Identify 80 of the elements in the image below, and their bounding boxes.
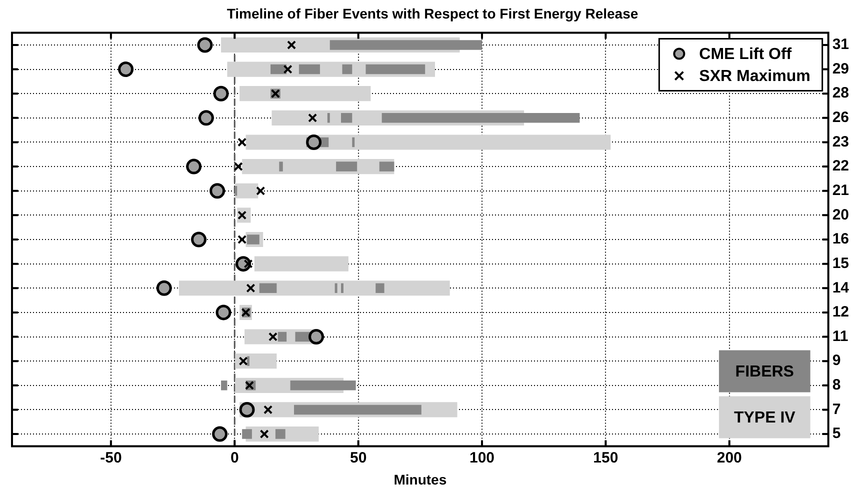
bar	[246, 134, 611, 150]
legend-label: SXR Maximum	[699, 68, 810, 86]
bar	[334, 283, 338, 293]
y-tick-label: 9	[832, 352, 841, 370]
point	[286, 40, 296, 50]
bar	[278, 332, 287, 342]
bar	[254, 256, 348, 272]
bar	[379, 162, 394, 172]
point	[283, 64, 292, 74]
bar	[327, 113, 330, 123]
point	[118, 62, 134, 78]
y-tick-label: 14	[832, 279, 850, 296]
point	[191, 232, 207, 248]
legend-label: CME Lift Off	[699, 46, 792, 64]
bar	[341, 113, 352, 123]
y-tick-label: 20	[832, 206, 850, 224]
y-tick-label: 16	[832, 230, 850, 248]
bar	[221, 380, 228, 390]
point	[239, 402, 255, 418]
bar	[235, 183, 258, 198]
y-tick-label: 28	[832, 84, 850, 102]
bar	[290, 380, 356, 390]
x-tick-label: 150	[593, 449, 618, 466]
point	[308, 329, 324, 345]
y-tick-label: 22	[832, 158, 850, 175]
point	[256, 186, 266, 196]
x-tick-label: 200	[716, 449, 742, 466]
bar	[330, 40, 482, 50]
point	[263, 405, 273, 414]
point	[198, 110, 214, 126]
point	[210, 183, 226, 199]
bar	[178, 280, 450, 296]
point	[197, 37, 213, 53]
bar	[342, 64, 352, 74]
y-tick-label: 7	[832, 400, 841, 418]
point	[260, 430, 269, 439]
point	[238, 356, 248, 366]
y-tick-label: 11	[832, 328, 848, 345]
bar	[352, 137, 355, 148]
point	[268, 332, 278, 342]
y-tick-label: 21	[832, 182, 850, 200]
y-tick-label: 29	[832, 60, 850, 78]
bar	[259, 283, 277, 293]
text: FIBERS	[735, 364, 794, 381]
point	[246, 284, 256, 293]
bar	[247, 234, 260, 244]
chart-title: Timeline of Fiber Events with Respect to First Energy Release	[226, 5, 638, 22]
point	[156, 280, 172, 296]
point	[308, 113, 318, 122]
y-tick-label: 12	[832, 304, 850, 321]
y-tick-label: 8	[832, 376, 841, 394]
bar	[294, 404, 422, 415]
bar	[376, 283, 384, 293]
bar	[242, 429, 252, 439]
y-tick-label: 5	[832, 425, 841, 442]
y-tick-label: 31	[832, 36, 850, 54]
bar	[366, 64, 426, 74]
bar	[382, 113, 580, 123]
x-tick-label: 100	[469, 449, 495, 466]
y-tick-label: 15	[832, 254, 850, 272]
x-tick-label: 0	[230, 449, 239, 466]
x-axis-title: Minutes	[394, 471, 447, 488]
y-tick-label: 26	[832, 109, 850, 126]
bar	[240, 86, 371, 102]
point	[212, 426, 228, 442]
text: TYPE IV	[734, 410, 796, 427]
point	[238, 138, 247, 147]
point	[186, 158, 202, 174]
x-tick-label: -50	[100, 449, 122, 466]
bar	[275, 429, 286, 439]
point	[213, 86, 229, 102]
point	[234, 162, 243, 172]
bar	[336, 162, 358, 172]
point	[216, 304, 232, 320]
point	[238, 234, 247, 244]
y-tick-label: 23	[832, 133, 850, 150]
x-tick-label: 50	[350, 449, 367, 466]
bar	[298, 64, 320, 74]
bar	[279, 162, 283, 172]
point	[306, 134, 322, 150]
